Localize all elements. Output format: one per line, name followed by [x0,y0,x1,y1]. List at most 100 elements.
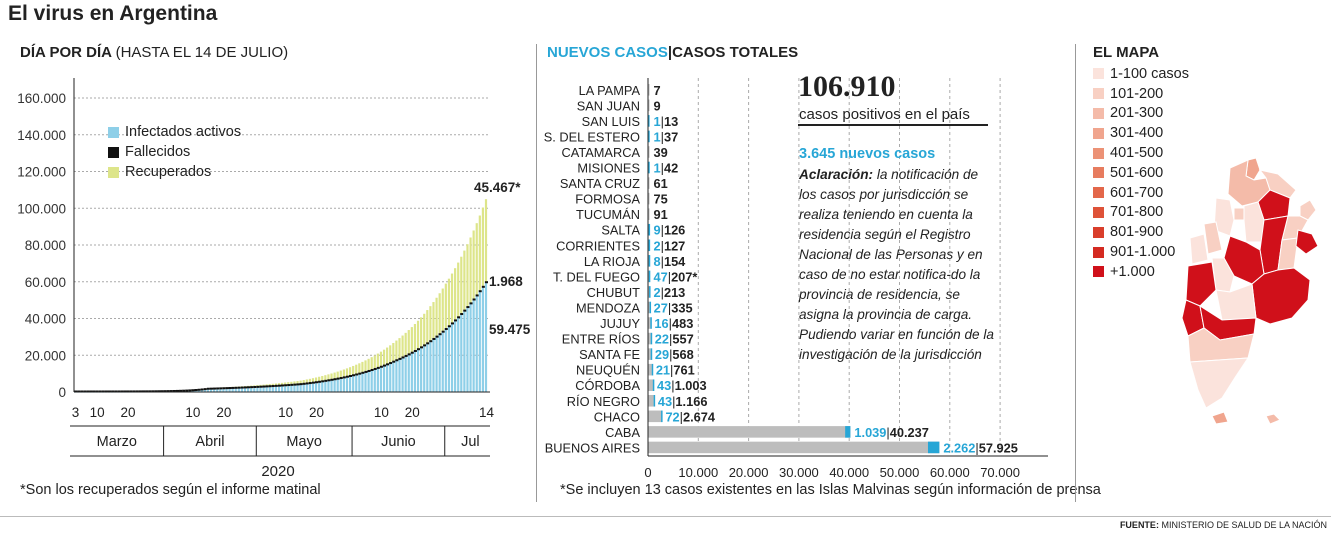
bar-deaths [454,319,458,322]
bar-active [345,377,349,392]
map-scale-swatch [1093,187,1104,199]
bar-active [327,380,330,392]
bar-recovered [299,380,302,385]
total-cases-value: 75 [654,192,668,207]
heading-light: (HASTA EL 14 DE JULIO) [115,44,289,61]
bar-recovered [416,320,420,350]
province-label: S. DEL ESTERO [544,129,640,144]
province-value-label: 8|154 [654,254,687,269]
bar-recovered [339,370,342,379]
middle-footnote: *Se incluyen 13 casos existentes en las … [560,482,1101,498]
bar-active [376,368,379,392]
province-value-label: 21|761 [656,363,695,378]
bar-active [277,386,281,392]
province-label: T. DEL FUEGO [553,269,640,284]
bar-deaths [114,390,118,393]
bar-recovered [392,342,395,363]
heading-separator: | [667,44,673,61]
bar-deaths [256,385,260,388]
bar-recovered [336,371,339,380]
total-cases-number: 106.910 [798,70,896,103]
province-chart-heading: NUEVOS CASOS|CASOS TOTALES [547,44,798,61]
bar-active [398,359,401,392]
bar-recovered [447,278,451,327]
bar-deaths [179,389,183,392]
map-scale-swatch [1093,206,1104,218]
bar-active [389,363,392,392]
province-value-label: 7 [654,83,661,98]
bar-active [339,378,342,392]
bar-deaths [444,328,448,331]
bar-recovered [435,297,438,338]
map-province-buenos-aires [1251,267,1311,325]
bar-active [324,381,327,392]
bar-recovered [364,360,367,373]
bar-active [206,389,210,392]
bar-deaths [302,382,306,385]
bar-deaths [141,390,146,393]
value-separator: | [668,300,671,315]
heading-new-cases: NUEVOS CASOS [547,44,668,61]
bar-deaths [318,380,322,383]
map-scale-item: +1.000 [1093,262,1189,282]
province-value-label: 61 [654,176,668,191]
province-value-label: 43|1.166 [658,394,708,409]
bar-deaths [305,382,309,385]
bar-deaths [194,389,198,392]
bar-deaths [333,378,337,381]
x-day-tick: 10 [374,405,389,420]
bar-deaths [410,351,414,354]
bar-deaths [348,374,353,377]
bar-deaths [117,390,121,393]
new-cases-value: 72 [665,409,679,424]
bar-deaths [185,389,189,392]
province-label: CATAMARCA [562,145,641,160]
bar-active [358,374,361,392]
x-tick-label: 30.000 [779,465,819,480]
new-cases-value: 1 [654,129,661,144]
bar-deaths [129,390,133,393]
bar-total-cases [648,270,650,283]
bar-recovered [407,330,410,355]
bar-deaths [382,364,387,367]
bar-active [447,326,451,392]
bar-deaths [358,372,362,375]
annotation-deaths: 1.968 [489,274,523,289]
bar-deaths [355,373,359,376]
bar-total-cases [648,301,650,314]
province-value-label: 47|207* [654,269,698,284]
daily-chart-legend: Infectados activos Fallecidos Recuperado… [108,122,241,182]
bar-new-cases [648,115,650,127]
bar-deaths [157,390,161,393]
bar-recovered [287,382,290,386]
bar-new-cases [648,255,651,267]
bar-deaths [460,313,464,316]
bar-deaths [376,366,380,369]
bar-recovered [318,376,321,383]
page-title: El virus en Argentina [8,2,218,25]
bar-active [271,386,274,392]
heading-bold: DÍA POR DÍA [20,44,112,61]
bar-new-cases [652,379,655,391]
bar-deaths [395,359,399,362]
province-label: RÍO NEGRO [567,394,640,409]
bar-new-cases [648,239,651,252]
bar-deaths [342,376,346,379]
total-cases-value: 483 [672,316,693,331]
map-heading: EL MAPA [1093,44,1160,61]
bar-active [287,385,290,392]
bar-deaths [311,381,315,384]
bar-deaths [324,379,328,382]
province-chart: 0 10.000 20.000 30.000 40.000 50.000 60.000 70.… [544,78,1048,480]
bar-recovered [293,381,296,386]
province-label: SAN LUIS [582,114,640,129]
total-cases-value: 42 [664,161,678,176]
bar-active [478,291,481,392]
map-scale-item: 801-900 [1093,222,1189,242]
x-day-tick: 20 [216,405,231,420]
bar-active [484,282,488,392]
bar-deaths [188,389,192,392]
bar-deaths [92,390,96,393]
bar-total-cases [648,146,650,158]
bar-deaths [123,390,127,393]
